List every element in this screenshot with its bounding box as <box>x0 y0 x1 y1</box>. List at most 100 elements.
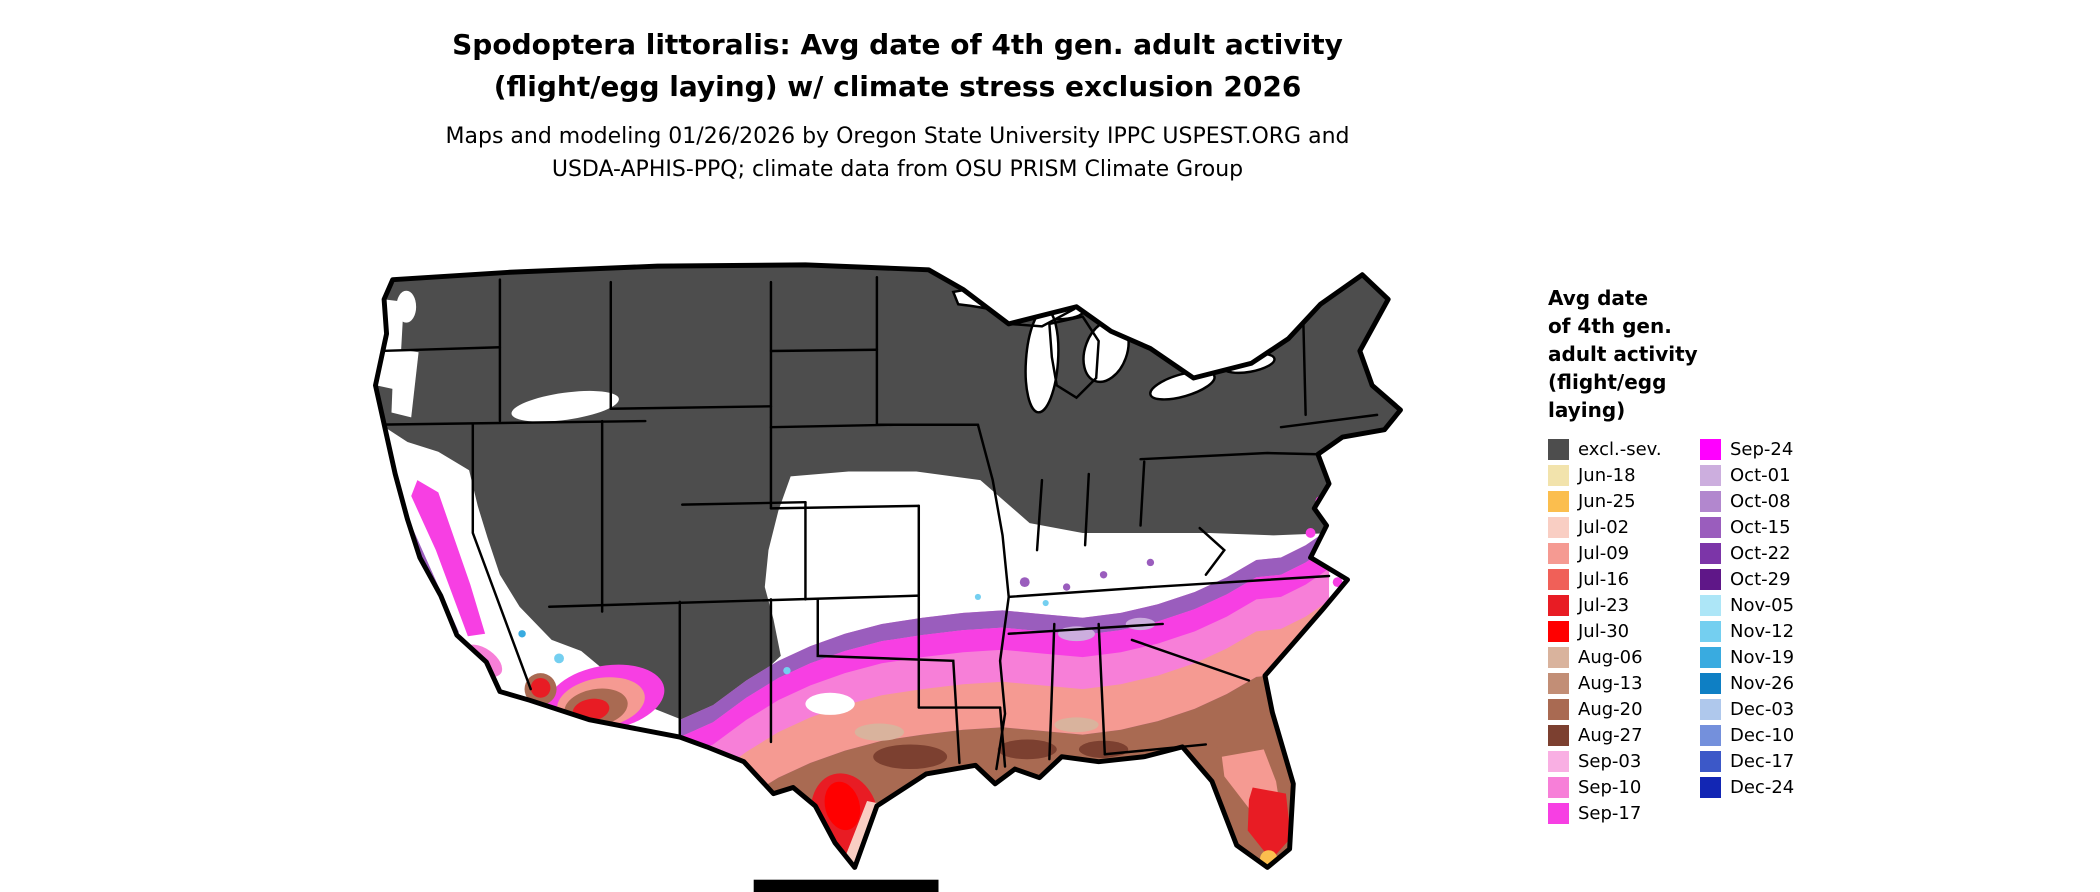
legend-swatch <box>1700 672 1721 694</box>
legend-swatch <box>1548 568 1569 590</box>
region-cyan-speck <box>1042 599 1049 607</box>
region-cyan-speck <box>783 666 791 675</box>
legend-label: Nov-19 <box>1730 646 1795 668</box>
us-outline <box>373 262 1403 870</box>
region-puget-white <box>396 290 417 323</box>
legend-swatch <box>1700 724 1721 746</box>
region-darkbrown-blob <box>997 739 1057 760</box>
legend-swatch <box>1548 672 1569 694</box>
legend-label: Oct-15 <box>1730 516 1791 538</box>
legend-row: Oct-15 <box>1700 514 1794 540</box>
legend-row: Nov-05 <box>1700 592 1794 618</box>
state-borders <box>375 275 1379 771</box>
legend-row: Jun-18 <box>1548 462 1700 488</box>
legend-label: Jul-02 <box>1578 516 1630 538</box>
legend-swatch <box>1700 438 1721 460</box>
legend-swatch <box>1548 620 1569 642</box>
legend-row: Aug-13 <box>1548 670 1700 696</box>
region-purple-speck <box>1019 577 1030 588</box>
region-keys-orange <box>1253 875 1265 880</box>
legend-swatch <box>1548 750 1569 772</box>
legend-label: Oct-08 <box>1730 490 1791 512</box>
legend-row: Sep-03 <box>1548 748 1700 774</box>
legend-label: Sep-17 <box>1578 802 1642 824</box>
legend-swatch <box>1700 776 1721 798</box>
legend-title: Avg date of 4th gen. adult activity (fli… <box>1548 284 1878 424</box>
legend-label: Nov-26 <box>1730 672 1795 694</box>
legend-row: Oct-22 <box>1700 540 1794 566</box>
legend-label: Sep-24 <box>1730 438 1794 460</box>
region-stexas-bright-red <box>824 781 861 831</box>
legend-label: Dec-24 <box>1730 776 1795 798</box>
legend-swatch <box>1700 490 1721 512</box>
legend-label: Jun-25 <box>1578 490 1636 512</box>
legend-label: Nov-12 <box>1730 620 1795 642</box>
legend-label: Sep-10 <box>1578 776 1642 798</box>
legend-swatch <box>1700 620 1721 642</box>
figure-subtitle-line2: USDA-APHIS-PPQ; climate data from OSU PR… <box>551 157 1244 182</box>
legend-row: Aug-27 <box>1548 722 1700 748</box>
legend-row: Jul-30 <box>1548 618 1700 644</box>
legend-swatch <box>1700 568 1721 590</box>
legend-swatch <box>1700 464 1721 486</box>
legend-swatch <box>1548 776 1569 798</box>
figure-subtitle-line1: Maps and modeling 01/26/2026 by Oregon S… <box>445 124 1350 149</box>
legend-row: Jul-16 <box>1548 566 1700 592</box>
region-purple-speck <box>1099 571 1108 579</box>
us-map <box>288 228 1520 892</box>
legend-title-line: laying) <box>1548 398 1626 422</box>
legend-swatch <box>1548 646 1569 668</box>
legend-label: Jul-23 <box>1578 594 1630 616</box>
legend-row: Sep-17 <box>1548 800 1700 826</box>
legend-title-line: (flight/egg <box>1548 370 1667 394</box>
region-central-valley-magenta <box>411 480 486 637</box>
legend-label: Jul-30 <box>1578 620 1630 642</box>
figure-title-line1: Spodoptera littoralis: Avg date of 4th g… <box>452 28 1343 61</box>
region-darkbrown-blob <box>873 744 948 770</box>
region-purple-speck <box>1146 558 1155 567</box>
legend-row: Nov-12 <box>1700 618 1794 644</box>
region-coast-magenta-speck <box>1332 577 1343 588</box>
legend-label: Oct-01 <box>1730 464 1791 486</box>
region-tan-blob <box>854 723 904 741</box>
legend-column-2: Sep-24 Oct-01 Oct-08 Oct-15 Oct-22 Oct-29 Nov-… <box>1700 436 1794 826</box>
legend-swatch <box>1548 542 1569 564</box>
region-snake-plain-white <box>511 390 619 422</box>
legend-row: Dec-24 <box>1700 774 1794 800</box>
legend-row: Jul-02 <box>1548 514 1700 540</box>
inset-frame-top <box>753 879 939 892</box>
legend-label: Dec-10 <box>1730 724 1795 746</box>
legend-row: excl.-sev. <box>1548 436 1700 462</box>
us-map-svg <box>373 262 1403 892</box>
legend-label: excl.-sev. <box>1578 438 1662 460</box>
region-ca-blue-speck <box>518 630 526 638</box>
region-cyan-speck <box>974 593 981 600</box>
legend-row: Nov-19 <box>1700 644 1794 670</box>
figure-subtitle: Maps and modeling 01/26/2026 by Oregon S… <box>0 120 1795 186</box>
legend-columns: excl.-sev. Jun-18 Jun-25 Jul-02 Jul-09 Jul-16… <box>1548 436 1878 826</box>
region-purple-speck <box>1062 583 1071 591</box>
legend-row: Dec-17 <box>1700 748 1794 774</box>
region-seca-red <box>530 678 551 698</box>
figure-title-line2: (flight/egg laying) w/ climate stress ex… <box>493 70 1302 103</box>
legend-swatch <box>1700 594 1721 616</box>
legend-row: Sep-24 <box>1700 436 1794 462</box>
region-tan-blob <box>1054 717 1099 733</box>
legend-label: Jun-18 <box>1578 464 1636 486</box>
legend-row: Aug-20 <box>1548 696 1700 722</box>
legend-row: Dec-10 <box>1700 722 1794 748</box>
legend-row: Dec-03 <box>1700 696 1794 722</box>
legend-swatch <box>1548 516 1569 538</box>
legend-title-line: Avg date <box>1548 286 1649 310</box>
legend-title-line: of 4th gen. <box>1548 314 1672 338</box>
legend-label: Aug-20 <box>1578 698 1643 720</box>
legend-row: Oct-08 <box>1700 488 1794 514</box>
legend-label: Aug-13 <box>1578 672 1643 694</box>
legend-label: Aug-06 <box>1578 646 1643 668</box>
region-ca-cyan-speck <box>554 653 564 664</box>
legend-label: Dec-17 <box>1730 750 1795 772</box>
legend-swatch <box>1700 516 1721 538</box>
legend-row: Oct-01 <box>1700 462 1794 488</box>
legend-label: Oct-22 <box>1730 542 1791 564</box>
title-block: Spodoptera littoralis: Avg date of 4th g… <box>0 24 1795 186</box>
